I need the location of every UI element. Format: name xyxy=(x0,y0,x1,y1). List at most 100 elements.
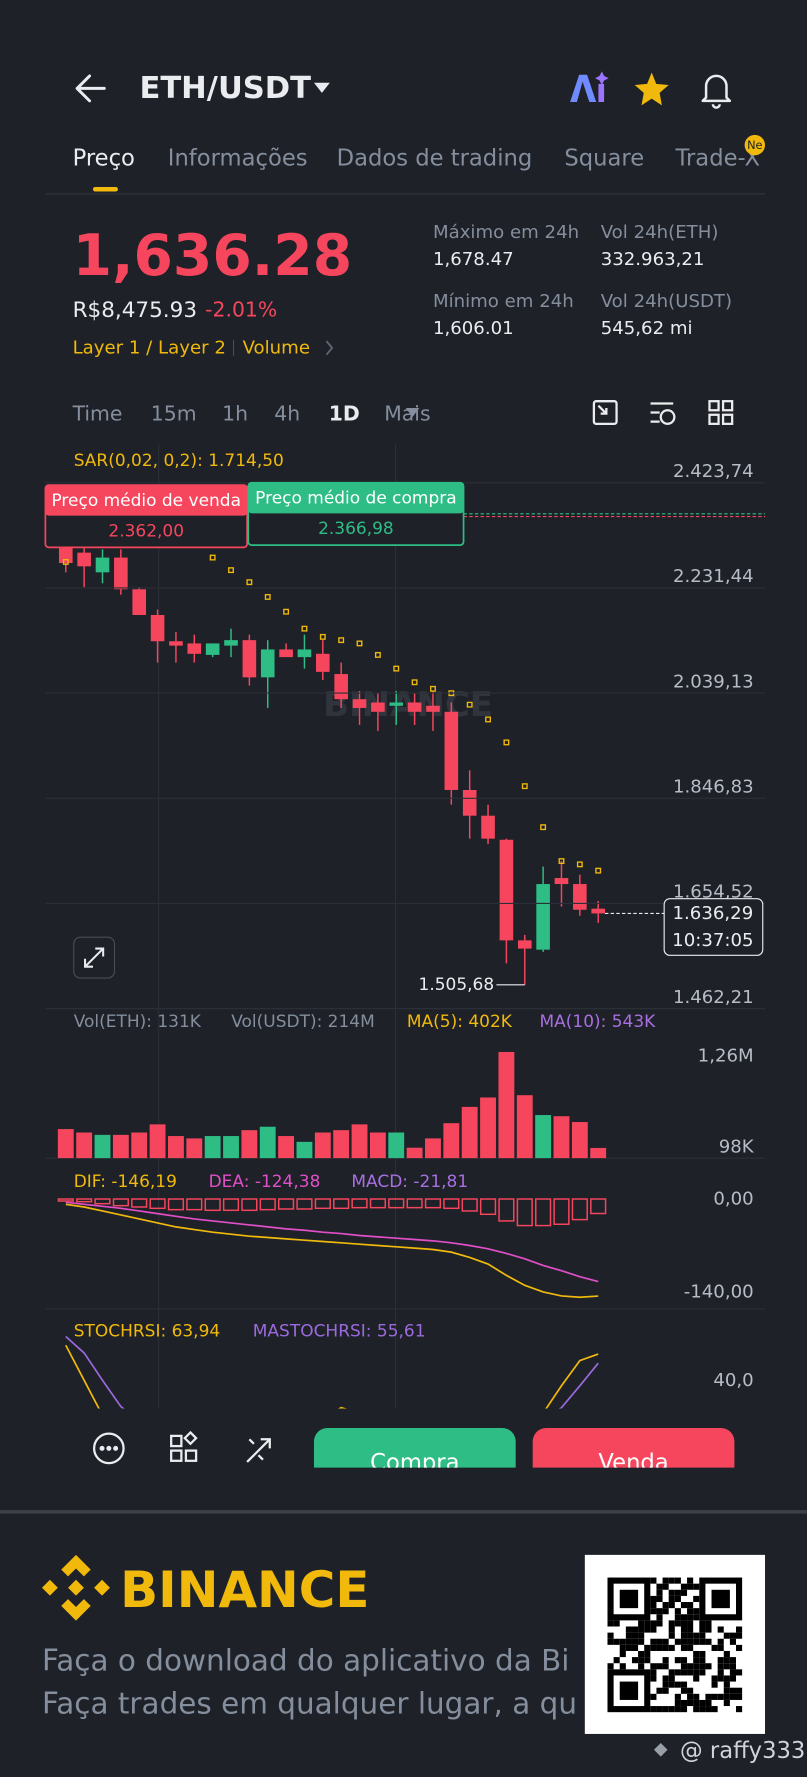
qr-cell xyxy=(729,1675,737,1682)
qr-cell xyxy=(705,1693,712,1700)
qr-cell xyxy=(729,1687,737,1694)
tab[interactable]: Dados de trading xyxy=(337,146,533,172)
qr-finder xyxy=(699,1577,743,1621)
chart-tools[interactable] xyxy=(592,400,734,425)
buy-label[interactable]: Compra xyxy=(370,1450,459,1476)
last-price-box xyxy=(663,898,764,956)
qr-cell xyxy=(613,1657,620,1664)
tag[interactable]: Volume xyxy=(243,337,310,358)
qr-cell xyxy=(668,1681,675,1688)
interval[interactable]: 1D xyxy=(329,402,360,426)
qr-cell xyxy=(680,1699,688,1707)
qr-cell xyxy=(625,1644,632,1651)
pair-dropdown[interactable] xyxy=(313,82,330,93)
sar-dot xyxy=(411,679,418,686)
back-button[interactable] xyxy=(75,74,106,103)
qr-cell xyxy=(736,1632,743,1639)
qr-cell xyxy=(687,1663,694,1670)
qr-cell xyxy=(729,1657,737,1664)
volume-bar xyxy=(425,1138,441,1159)
more-caret[interactable] xyxy=(405,407,420,418)
y-tick-label: 2.039,13 xyxy=(673,671,754,692)
stoch-legend: STOCHRSI: 63,94 xyxy=(74,1322,221,1342)
candle-body xyxy=(205,643,220,655)
qr-cell xyxy=(680,1657,688,1664)
qr-cell xyxy=(656,1687,663,1694)
qr-cell xyxy=(711,1693,718,1700)
candle-body xyxy=(297,649,312,658)
interval[interactable]: Time xyxy=(72,402,123,426)
qr-cell xyxy=(693,1663,700,1670)
expand-button[interactable] xyxy=(73,936,116,979)
macd-bar xyxy=(149,1198,166,1210)
qr-cell xyxy=(693,1632,700,1639)
qr-cell xyxy=(668,1595,675,1603)
volume-bar xyxy=(259,1126,276,1159)
qr-cell xyxy=(656,1595,663,1603)
sar-dot xyxy=(283,608,290,615)
qr-cell xyxy=(687,1602,694,1609)
interval[interactable]: 1h xyxy=(222,402,248,426)
volume-legend: Vol(USDT): 214M xyxy=(231,1012,375,1032)
qr-cell xyxy=(693,1608,700,1615)
tab[interactable]: Preço xyxy=(73,146,135,172)
qr-cell xyxy=(668,1620,675,1627)
candle-body xyxy=(95,557,110,573)
watermark-icon xyxy=(653,1743,668,1757)
qr-cell xyxy=(723,1657,730,1664)
qr-cell xyxy=(650,1620,657,1627)
qr-cell xyxy=(680,1626,688,1633)
volume-bar xyxy=(369,1132,386,1159)
interval[interactable]: 15m xyxy=(151,402,197,426)
qr-cell xyxy=(723,1699,730,1707)
buy-button[interactable] xyxy=(313,1427,516,1496)
macd-bar xyxy=(112,1198,129,1207)
interval[interactable]: Mais xyxy=(384,402,430,426)
volume-bar xyxy=(516,1095,533,1159)
last-price-time: 10:37:05 xyxy=(672,930,753,951)
tag[interactable]: Layer 1 / Layer 2 xyxy=(73,337,226,358)
sell-button[interactable] xyxy=(532,1427,735,1496)
stat-value: 332.963,21 xyxy=(601,249,705,270)
last-price: 1,636.28 xyxy=(73,223,353,289)
stat-label: Máximo em 24h xyxy=(433,222,579,243)
qr-cell xyxy=(736,1706,743,1713)
volume-bar xyxy=(535,1115,552,1159)
qr-cell xyxy=(644,1650,651,1658)
interval[interactable]: 4h xyxy=(274,402,300,426)
sar-dot xyxy=(540,824,547,831)
qr-cell xyxy=(711,1681,718,1688)
tab-bar: Preço Informações Dados de trading Square Tr… xyxy=(73,146,761,172)
qr-cell xyxy=(650,1675,657,1682)
footer-line: Faça o download do aplicativo da Bi xyxy=(42,1643,570,1677)
sell-label[interactable]: Venda xyxy=(598,1450,668,1476)
tab[interactable]: Square xyxy=(564,146,644,172)
stat-label: Vol 24h(USDT) xyxy=(601,291,732,312)
qr-cell xyxy=(668,1706,675,1713)
qr-cell xyxy=(687,1669,694,1676)
bottom-icons[interactable] xyxy=(92,1430,271,1465)
tab[interactable]: Informações xyxy=(168,146,308,172)
qr-cell xyxy=(717,1626,724,1633)
favorite-star[interactable] xyxy=(634,72,669,106)
qr-cell xyxy=(680,1706,688,1713)
qr-cell xyxy=(674,1693,681,1700)
ai-button[interactable] xyxy=(570,71,609,102)
y-tick-label: 1.462,21 xyxy=(673,987,754,1008)
interval-bar: Time 15m 1h 4h 1D Mais xyxy=(72,402,431,426)
tab[interactable]: Trade-X xyxy=(674,146,760,172)
qr-cell xyxy=(687,1632,694,1639)
qr-cell xyxy=(680,1614,688,1621)
notification-bell[interactable] xyxy=(701,74,732,109)
y-tick-label: 2.423,74 xyxy=(673,461,754,482)
qr-cell xyxy=(662,1681,669,1688)
candle-body xyxy=(132,589,147,615)
macd-bar xyxy=(241,1198,258,1212)
volume-bar xyxy=(388,1132,405,1159)
qr-cell xyxy=(736,1626,743,1633)
avg-price-header xyxy=(45,485,248,516)
pair-title[interactable]: ETH/USDT xyxy=(139,71,311,106)
qr-cell xyxy=(674,1638,681,1645)
macd-bar xyxy=(369,1198,386,1209)
volume-legend: MA(5): 402K xyxy=(407,1012,513,1032)
